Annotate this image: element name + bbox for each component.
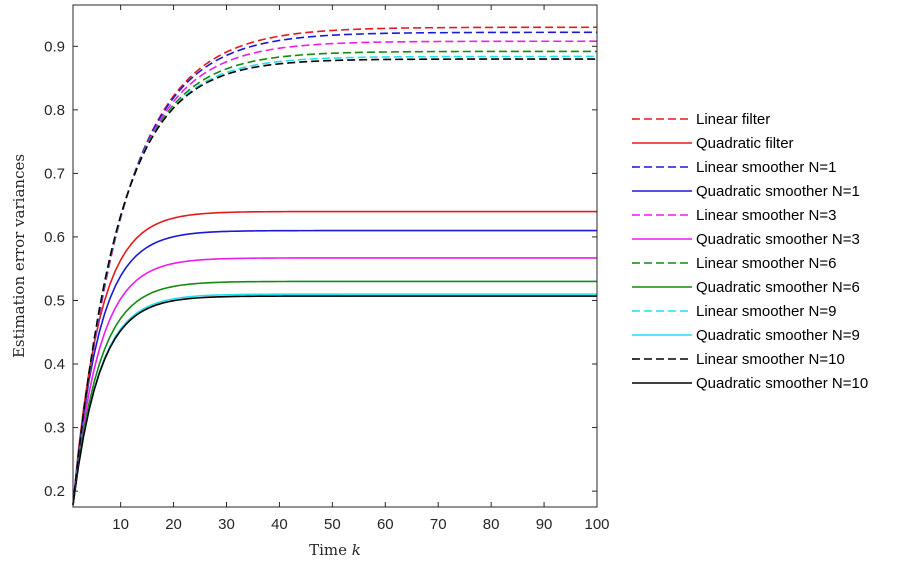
x-axis-title-text: Time <box>309 541 347 559</box>
x-axis-title-variable: k <box>352 541 361 559</box>
legend-label: Quadratic smoother N=6 <box>696 279 860 296</box>
series-line-10 <box>72 293 597 506</box>
legend-label: Linear smoother N=9 <box>696 303 837 320</box>
x-ticks: 10 20 30 40 50 60 70 80 90 100 <box>112 5 610 533</box>
plot-area <box>73 5 597 507</box>
x-tick-label: 30 <box>218 516 235 533</box>
legend-label: Linear smoother N=1 <box>696 159 837 176</box>
series-line-2 <box>72 210 597 506</box>
legend-label: Linear smoother N=3 <box>696 207 837 224</box>
legend: Linear filter Quadratic filter Linear smoo… <box>632 111 868 392</box>
x-tick-label: 60 <box>377 516 394 533</box>
legend-label: Linear smoother N=6 <box>696 255 837 272</box>
y-tick-label: 0.4 <box>44 356 65 373</box>
x-tick-label: 100 <box>584 516 609 533</box>
legend-label: Quadratic smoother N=9 <box>696 327 860 344</box>
series-line-5 <box>72 40 597 506</box>
series-line-11 <box>72 58 597 506</box>
x-tick-label: 40 <box>271 516 288 533</box>
y-tick-label: 0.7 <box>44 165 65 182</box>
x-tick-label: 20 <box>165 516 182 533</box>
x-tick-label: 90 <box>536 516 553 533</box>
series-line-7 <box>72 50 597 506</box>
y-axis-title: Estimation error variances <box>10 154 28 358</box>
y-tick-label: 0.8 <box>44 102 65 119</box>
y-ticks: 0.2 0.3 0.4 0.5 0.6 0.7 0.8 0.9 <box>44 38 597 500</box>
legend-label: Quadratic smoother N=1 <box>696 183 860 200</box>
series-layer <box>72 26 597 506</box>
legend-label: Linear filter <box>696 111 770 128</box>
legend-label: Quadratic filter <box>696 135 794 152</box>
x-axis-title: Time k <box>309 541 361 559</box>
y-tick-label: 0.5 <box>44 292 65 309</box>
y-tick-label: 0.6 <box>44 229 65 246</box>
series-line-12 <box>72 295 597 506</box>
series-line-9 <box>72 55 597 506</box>
plot-frame <box>72 4 598 508</box>
series-line-6 <box>72 257 597 506</box>
x-tick-label: 80 <box>483 516 500 533</box>
y-tick-label: 0.9 <box>44 38 65 55</box>
series-line-8 <box>72 280 597 506</box>
y-tick-label: 0.3 <box>44 420 65 437</box>
series-line-4 <box>72 229 597 506</box>
x-tick-label: 70 <box>430 516 447 533</box>
series-line-3 <box>72 31 597 506</box>
legend-label: Quadratic smoother N=10 <box>696 375 868 392</box>
x-tick-label: 10 <box>112 516 129 533</box>
legend-label: Quadratic smoother N=3 <box>696 231 860 248</box>
y-tick-label: 0.2 <box>44 483 65 500</box>
x-tick-label: 50 <box>324 516 341 533</box>
legend-label: Linear smoother N=10 <box>696 351 845 368</box>
